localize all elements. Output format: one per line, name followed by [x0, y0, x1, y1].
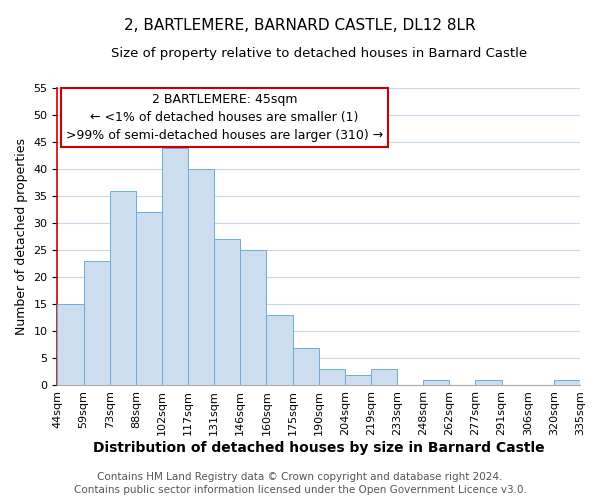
Bar: [241, 250, 266, 386]
Bar: [293, 348, 319, 386]
Bar: [136, 212, 162, 386]
Bar: [58, 304, 83, 386]
Text: 2 BARTLEMERE: 45sqm
← <1% of detached houses are smaller (1)
>99% of semi-detach: 2 BARTLEMERE: 45sqm ← <1% of detached ho…: [66, 92, 383, 142]
Y-axis label: Number of detached properties: Number of detached properties: [15, 138, 28, 336]
Bar: [319, 369, 345, 386]
Bar: [110, 191, 136, 386]
Text: 2, BARTLEMERE, BARNARD CASTLE, DL12 8LR: 2, BARTLEMERE, BARNARD CASTLE, DL12 8LR: [124, 18, 476, 32]
Bar: [345, 374, 371, 386]
Title: Size of property relative to detached houses in Barnard Castle: Size of property relative to detached ho…: [110, 48, 527, 60]
Bar: [162, 148, 188, 386]
Bar: [83, 261, 110, 386]
Bar: [214, 240, 241, 386]
Bar: [554, 380, 580, 386]
Bar: [475, 380, 502, 386]
Bar: [371, 369, 397, 386]
Bar: [423, 380, 449, 386]
Bar: [266, 315, 293, 386]
Bar: [188, 169, 214, 386]
Text: Contains HM Land Registry data © Crown copyright and database right 2024.
Contai: Contains HM Land Registry data © Crown c…: [74, 472, 526, 495]
X-axis label: Distribution of detached houses by size in Barnard Castle: Distribution of detached houses by size …: [93, 441, 545, 455]
